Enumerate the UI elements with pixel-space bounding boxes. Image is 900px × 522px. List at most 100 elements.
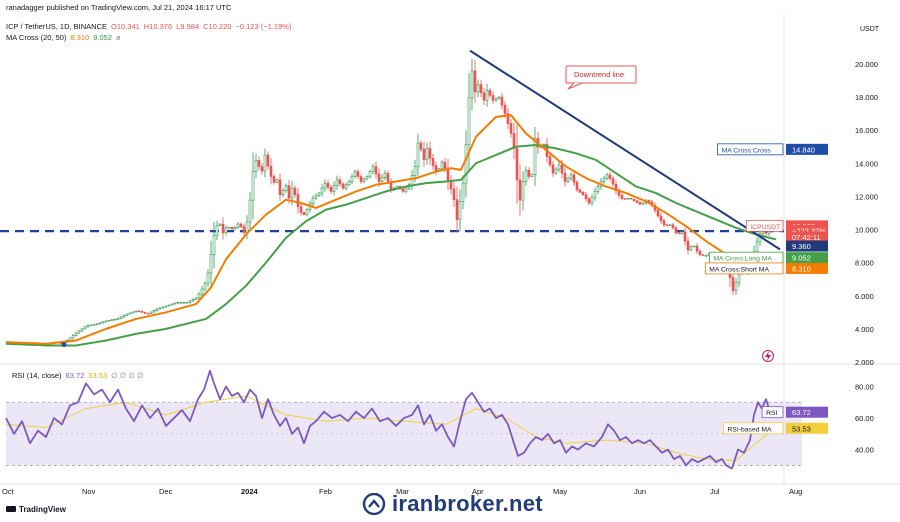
candle-body	[188, 300, 192, 303]
candle-body	[242, 226, 246, 233]
candle-body	[275, 179, 279, 183]
candle-body	[494, 98, 498, 101]
candle-body	[74, 332, 78, 336]
rsi-tick-label: 80.00	[855, 383, 874, 392]
candle-body	[245, 221, 249, 233]
price-label-name-box	[704, 262, 784, 275]
candle-body	[602, 177, 606, 182]
candle-body	[155, 308, 159, 311]
watermark-text: iranbroker.net	[392, 491, 543, 516]
candle-body	[158, 307, 162, 310]
price-tick-label: 4.000	[855, 325, 874, 334]
rsi-label[interactable]: RSI (14, close)	[12, 371, 62, 380]
candle-body	[191, 299, 195, 302]
candle-body	[68, 337, 72, 341]
candle-body	[569, 174, 573, 179]
candle-body	[566, 177, 570, 182]
rsi-label-value-box	[786, 406, 828, 418]
candle-body	[167, 304, 171, 307]
ma-short-line	[5, 114, 777, 345]
candle-body	[80, 328, 84, 332]
candle-body	[443, 161, 447, 169]
candle-body	[230, 226, 234, 230]
candle-body	[695, 245, 699, 252]
price-label-value: 14.840	[792, 145, 815, 154]
candle-body	[476, 84, 480, 93]
rsi-tick-label: 40.00	[855, 446, 874, 455]
candle-body	[425, 148, 429, 160]
candle-body	[668, 224, 672, 226]
price-tick-label: 12.000	[855, 192, 878, 201]
price-label-value: 8.310	[792, 264, 811, 273]
candle-body	[698, 250, 702, 255]
candle-body	[587, 198, 591, 204]
candle-body	[677, 232, 681, 234]
candle-body	[332, 185, 336, 192]
candle-body	[251, 171, 255, 201]
price-label-value: +223.32%	[792, 226, 826, 235]
candle-body	[461, 182, 465, 202]
eye-slash-icon[interactable]: ø	[116, 33, 121, 42]
candle-body	[125, 313, 129, 316]
candle-body	[674, 227, 678, 234]
tv-logo-icon	[6, 506, 16, 512]
candle-body	[98, 322, 102, 325]
candle-body	[500, 96, 504, 106]
candle-body	[305, 209, 309, 215]
watermark: iranbroker.net	[362, 491, 543, 517]
candle-body	[203, 282, 207, 290]
candle-body	[596, 186, 600, 192]
candle-body	[221, 223, 225, 234]
candle-body	[590, 196, 594, 204]
price-tick-label: 10.000	[855, 226, 878, 235]
candle-body	[101, 321, 105, 324]
rsi-label-value: 63.72	[792, 408, 811, 417]
rsi-ma-legend-value: 53.53	[88, 371, 108, 380]
candle-body	[479, 84, 483, 94]
price-tick-label: 16.000	[855, 126, 878, 135]
rsi-label-name: RSI-based MA	[727, 426, 772, 433]
candle-body	[161, 306, 165, 309]
candle-body	[281, 190, 285, 196]
candle-body	[146, 313, 150, 315]
candle-body	[266, 154, 270, 167]
low-value: L9.984	[176, 22, 200, 31]
lightning-icon[interactable]	[762, 350, 774, 362]
candle-body	[131, 311, 135, 314]
candle-body	[515, 148, 519, 181]
candle-body	[659, 215, 663, 221]
price-label-value: 9.052	[792, 254, 811, 263]
candle-body	[551, 164, 555, 174]
candle-body	[179, 302, 183, 304]
tv-logo-text: TradingView	[19, 505, 66, 514]
candle-body	[347, 181, 351, 186]
candle-body	[287, 185, 291, 199]
annotation-pointer	[567, 82, 583, 90]
downtrend-line[interactable]	[469, 49, 781, 251]
candle-body	[86, 325, 90, 328]
price-tick-label: 14.000	[855, 159, 878, 168]
candle-body	[404, 187, 408, 192]
price-label-name: ICPUSDT	[750, 224, 780, 231]
candle-body	[206, 272, 210, 284]
tradingview-logo[interactable]: TradingView	[6, 505, 66, 514]
candle-body	[605, 174, 609, 179]
candle-body	[239, 223, 243, 228]
ma-label[interactable]: MA Cross (20, 50)	[6, 33, 67, 42]
candle-body	[350, 176, 354, 182]
candle-body	[458, 201, 462, 220]
symbol-title[interactable]: ICP / TetherUS, 1D, BINANCE	[6, 22, 108, 31]
price-label-value-box	[786, 252, 828, 264]
candle-body	[464, 144, 468, 184]
candle-body	[92, 324, 96, 326]
rsi-label-name-box	[761, 406, 784, 419]
candle-body	[638, 202, 642, 205]
annotation-box[interactable]	[565, 65, 637, 84]
price-label-value-box	[786, 143, 828, 155]
ma-cross-marker	[61, 342, 67, 348]
candle-body	[119, 316, 123, 319]
candle-body	[326, 182, 330, 188]
candle-body	[200, 288, 204, 295]
